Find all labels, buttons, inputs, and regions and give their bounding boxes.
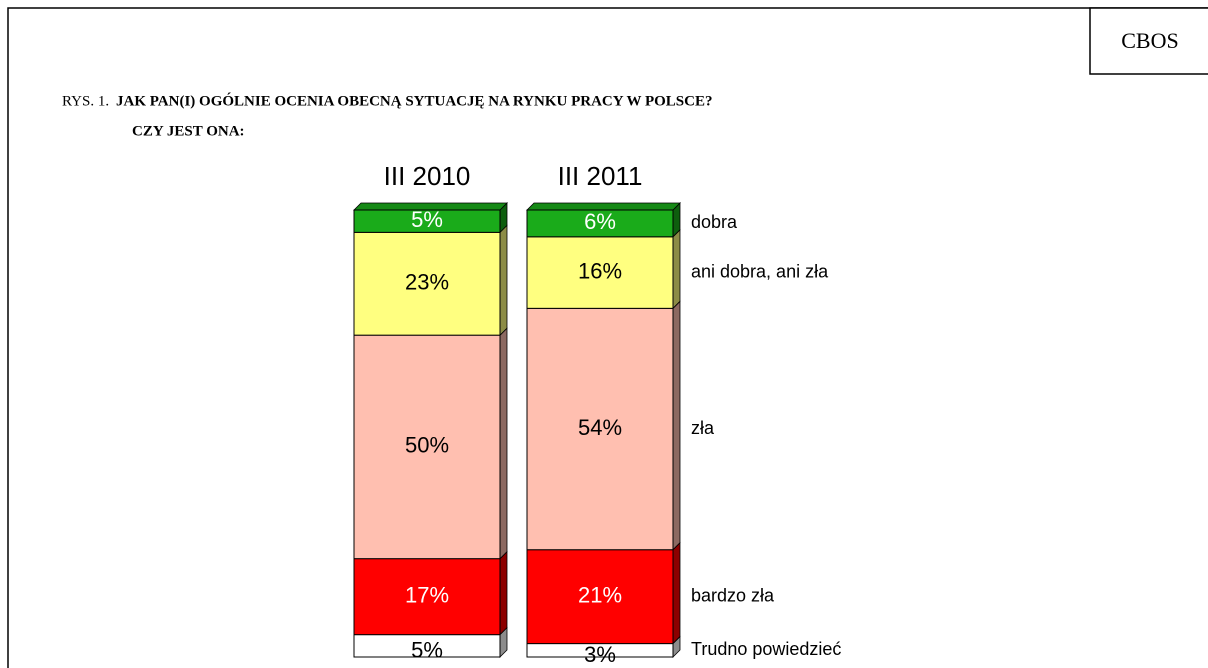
legend-label: dobra [691,212,738,232]
value-label: 50% [405,433,449,458]
bar-segment [526,549,674,645]
bar-segment [526,307,674,551]
bar-side [672,300,681,551]
bar-segment [353,558,501,636]
value-label: 16% [578,258,622,283]
bar-segment [353,231,501,336]
bar-segment [526,209,674,238]
legend-label: Trudno powiedzieć [691,639,841,659]
bar-side [672,228,681,310]
bar-segment [353,334,501,560]
value-label: 5% [411,207,443,232]
chart-title: JAK PAN(I) OGÓLNIE OCENIA OBECNĄ SYTUACJ… [116,92,712,109]
value-label: 54% [578,415,622,440]
bar-side [672,541,681,645]
value-label: 6% [584,209,616,234]
bar-side [499,327,508,560]
source: CBOS [1121,28,1178,53]
legend-label: zła [691,418,715,438]
chart-title: CZY JEST ONA: [132,123,245,139]
figure-label: RYS. 1. [62,93,109,109]
bar-segment [353,209,501,233]
value-label: 3% [584,642,616,667]
bar-side [499,550,508,636]
value-label: 5% [411,638,443,663]
value-label: 17% [405,582,449,607]
value-label: 23% [405,270,449,295]
bar-segment [526,236,674,309]
legend-label: ani dobra, ani zła [691,261,829,281]
bar-side [499,224,508,337]
value-label: 21% [578,582,622,607]
category-label: III 2010 [384,161,471,191]
source-box [1089,7,1208,75]
category-label: III 2011 [558,161,643,191]
legend-label: bardzo zła [691,585,775,605]
